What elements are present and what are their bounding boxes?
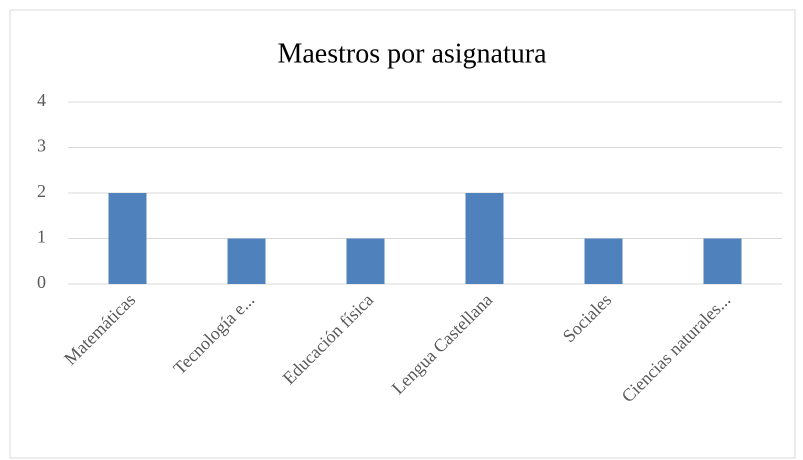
bar [465,193,504,284]
bar [227,238,266,284]
y-tick-label: 1 [37,227,46,247]
y-tick-label: 3 [37,136,46,156]
bar [108,193,147,284]
bar [346,238,385,284]
y-tick-label: 4 [37,90,46,110]
bar [703,238,742,284]
chart-title: Maestros por asignatura [277,38,547,69]
y-tick-label: 0 [37,272,46,292]
bar [584,238,623,284]
y-tick-label: 2 [37,181,46,201]
